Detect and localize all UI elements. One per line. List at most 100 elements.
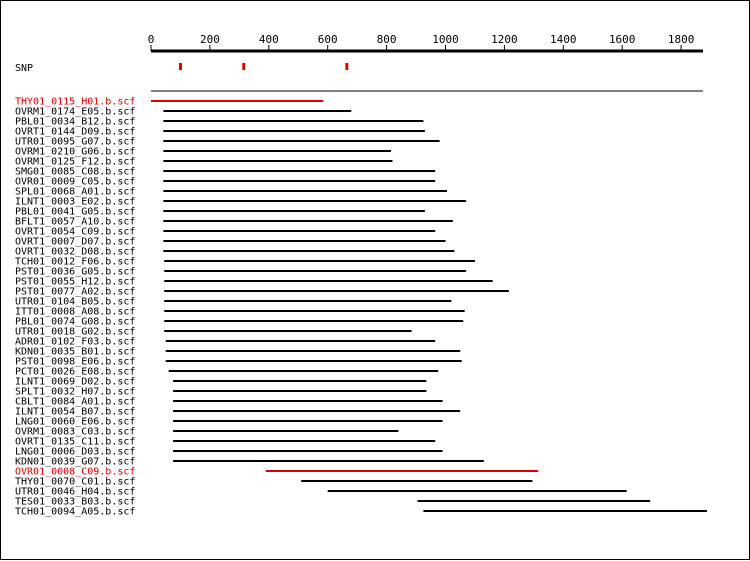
read-row[interactable]: UTR01_0104_B05.b.scf xyxy=(15,297,452,308)
read-name[interactable]: OVR01_0008_C09.b.scf xyxy=(15,467,135,478)
read-row[interactable]: ADR01_0102_F03.b.scf xyxy=(15,337,436,348)
read-row[interactable]: SMG01_0085_C08.b.scf xyxy=(15,167,436,178)
read-name[interactable]: OVRM1_0125_F12.b.scf xyxy=(15,157,135,168)
axis-tick-label: 1000 xyxy=(432,33,459,46)
read-name[interactable]: PST01_0077_A02.b.scf xyxy=(15,287,135,298)
axis-tick-label: 600 xyxy=(318,33,338,46)
read-row[interactable]: THY01_0070_C01.b.scf xyxy=(15,477,533,488)
read-name[interactable]: TES01_0033_B03.b.scf xyxy=(15,497,135,508)
read-name[interactable]: LNG01_0006_D03.b.scf xyxy=(15,447,135,458)
read-row[interactable]: OVRM1_0210_G06.b.scf xyxy=(15,147,392,158)
read-row[interactable]: OVRM1_0125_F12.b.scf xyxy=(15,157,393,168)
read-name[interactable]: ITT01_0008_A08.b.scf xyxy=(15,307,135,318)
read-name[interactable]: UTR01_0018_G02.b.scf xyxy=(15,327,135,338)
read-row[interactable]: KDN01_0035_B01.b.scf xyxy=(15,347,461,358)
read-name[interactable]: THY01_0070_C01.b.scf xyxy=(15,477,135,488)
read-name[interactable]: TCH01_0094_A05.b.scf xyxy=(15,507,135,518)
read-name[interactable]: OVRT1_0007_D07.b.scf xyxy=(15,237,135,248)
read-name[interactable]: ILNT1_0003_E02.b.scf xyxy=(15,197,135,208)
read-name[interactable]: ADR01_0102_F03.b.scf xyxy=(15,337,135,348)
read-row[interactable]: UTR01_0018_G02.b.scf xyxy=(15,327,412,338)
read-name[interactable]: SMG01_0085_C08.b.scf xyxy=(15,167,135,178)
read-name[interactable]: UTR01_0095_G07.b.scf xyxy=(15,137,135,148)
read-row[interactable]: PST01_0098_E06.b.scf xyxy=(15,357,462,368)
position-axis: 0 200 400 600 800 1000 1200 1400 1600 1800 xyxy=(148,33,703,53)
axis-tick-label: 1800 xyxy=(668,33,695,46)
read-name[interactable]: PST01_0098_E06.b.scf xyxy=(15,357,135,368)
read-name[interactable]: THY01_0115_H01.b.scf xyxy=(15,97,135,108)
read-row[interactable]: THY01_0115_H01.b.scf xyxy=(15,97,324,108)
read-name[interactable]: UTR01_0104_B05.b.scf xyxy=(15,297,135,308)
read-row[interactable]: PST01_0036_G05.b.scf xyxy=(15,267,467,278)
axis-tick-label: 1400 xyxy=(550,33,577,46)
read-row[interactable]: LNG01_0006_D03.b.scf xyxy=(15,447,443,458)
read-name[interactable]: OVRT1_0144_D09.b.scf xyxy=(15,127,135,138)
read-name[interactable]: SPL01_0068_A01.b.scf xyxy=(15,187,135,198)
read-name[interactable]: OVRM1_0174_E05.b.scf xyxy=(15,107,135,118)
read-name[interactable]: LNG01_0060_E06.b.scf xyxy=(15,417,135,428)
read-name[interactable]: OVRT1_0054_C09.b.scf xyxy=(15,227,135,238)
read-name[interactable]: CBLT1_0084_A01.b.scf xyxy=(15,397,135,408)
axis-tick-label: 1600 xyxy=(609,33,636,46)
read-name[interactable]: OVRT1_0032_D08.b.scf xyxy=(15,247,135,258)
axis-tick-label: 800 xyxy=(377,33,397,46)
read-name[interactable]: UTR01_0046_H04.b.scf xyxy=(15,487,135,498)
read-row[interactable]: OVRM1_0174_E05.b.scf xyxy=(15,107,352,118)
read-row[interactable]: OVRM1_0083_C03.b.scf xyxy=(15,427,399,438)
read-name[interactable]: BFLT1_0057_A10.b.scf xyxy=(15,217,135,228)
read-row[interactable]: OVR01_0009_C05.b.scf xyxy=(15,177,436,188)
read-row[interactable]: OVRT1_0032_D08.b.scf xyxy=(15,247,455,258)
read-name[interactable]: KDN01_0035_B01.b.scf xyxy=(15,347,135,358)
read-row[interactable]: LNG01_0060_E06.b.scf xyxy=(15,417,443,428)
read-row[interactable]: SPL01_0068_A01.b.scf xyxy=(15,187,447,198)
read-row[interactable]: PBL01_0041_G05.b.scf xyxy=(15,207,425,218)
read-row[interactable]: SPLT1_0032_H07.b.scf xyxy=(15,387,427,398)
read-row[interactable]: BFLT1_0057_A10.b.scf xyxy=(15,217,453,228)
axis-tick-label: 200 xyxy=(200,33,220,46)
read-name[interactable]: ILNT1_0054_B07.b.scf xyxy=(15,407,135,418)
read-row[interactable]: OVRT1_0135_C11.b.scf xyxy=(15,437,436,448)
axis-tick-label: 0 xyxy=(148,33,155,46)
read-row[interactable]: PST01_0055_H12.b.scf xyxy=(15,277,493,288)
read-row[interactable]: OVRT1_0007_D07.b.scf xyxy=(15,237,446,248)
read-row[interactable]: ITT01_0008_A08.b.scf xyxy=(15,307,465,318)
read-row[interactable]: UTR01_0095_G07.b.scf xyxy=(15,137,440,148)
read-name[interactable]: PST01_0036_G05.b.scf xyxy=(15,267,135,278)
read-row[interactable]: TES01_0033_B03.b.scf xyxy=(15,497,651,508)
read-row[interactable]: ILNT1_0003_E02.b.scf xyxy=(15,197,467,208)
axis-tick-label: 400 xyxy=(259,33,279,46)
read-row[interactable]: UTR01_0046_H04.b.scf xyxy=(15,487,627,498)
read-name[interactable]: OVRT1_0135_C11.b.scf xyxy=(15,437,135,448)
read-name[interactable]: PST01_0055_H12.b.scf xyxy=(15,277,135,288)
read-row[interactable]: OVRT1_0144_D09.b.scf xyxy=(15,127,425,138)
read-name[interactable]: PCT01_0026_E08.b.scf xyxy=(15,367,135,378)
read-row[interactable]: PCT01_0026_E08.b.scf xyxy=(15,367,439,378)
read-row[interactable]: ILNT1_0054_B07.b.scf xyxy=(15,407,461,418)
read-row[interactable]: TCH01_0012_F06.b.scf xyxy=(15,257,475,268)
read-list: THY01_0115_H01.b.scfOVRM1_0174_E05.b.scf… xyxy=(15,97,707,518)
snp-label: SNP xyxy=(15,63,33,74)
snp-marker xyxy=(242,63,246,70)
read-name[interactable]: KDN01_0039_G07.b.scf xyxy=(15,457,135,468)
read-row[interactable]: TCH01_0094_A05.b.scf xyxy=(15,507,707,518)
read-row[interactable]: PBL01_0034_B12.b.scf xyxy=(15,117,424,128)
read-name[interactable]: PBL01_0041_G05.b.scf xyxy=(15,207,135,218)
read-name[interactable]: SPLT1_0032_H07.b.scf xyxy=(15,387,135,398)
read-name[interactable]: PBL01_0074_G08.b.scf xyxy=(15,317,135,328)
read-name[interactable]: ILNT1_0069_D02.b.scf xyxy=(15,377,135,388)
read-row[interactable]: OVRT1_0054_C09.b.scf xyxy=(15,227,436,238)
read-name[interactable]: OVR01_0009_C05.b.scf xyxy=(15,177,135,188)
read-row[interactable]: PBL01_0074_G08.b.scf xyxy=(15,317,464,328)
read-row[interactable]: PST01_0077_A02.b.scf xyxy=(15,287,509,298)
read-name[interactable]: OVRM1_0210_G06.b.scf xyxy=(15,147,135,158)
read-row[interactable]: OVR01_0008_C09.b.scf xyxy=(15,467,539,478)
read-row[interactable]: CBLT1_0084_A01.b.scf xyxy=(15,397,443,408)
snp-track: SNP xyxy=(15,63,349,74)
read-row[interactable]: ILNT1_0069_D02.b.scf xyxy=(15,377,427,388)
read-name[interactable]: OVRM1_0083_C03.b.scf xyxy=(15,427,135,438)
read-row[interactable]: KDN01_0039_G07.b.scf xyxy=(15,457,484,468)
read-name[interactable]: PBL01_0034_B12.b.scf xyxy=(15,117,135,128)
read-name[interactable]: TCH01_0012_F06.b.scf xyxy=(15,257,135,268)
